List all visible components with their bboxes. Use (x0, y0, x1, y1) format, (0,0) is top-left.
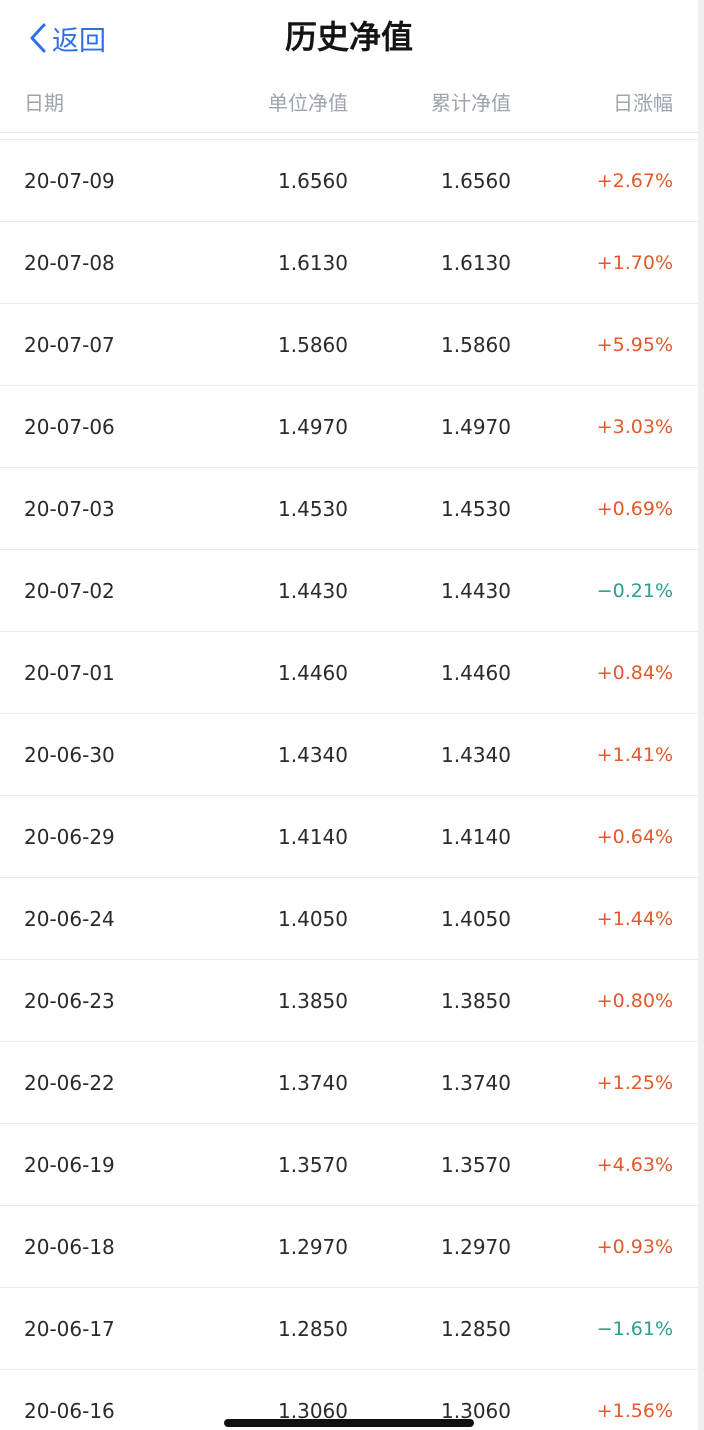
navbar: 返回 历史净值 (0, 0, 698, 74)
chevron-left-icon (28, 22, 48, 54)
row-daily-change: +5.95% (596, 334, 673, 356)
row-daily-change: +0.64% (596, 826, 673, 848)
row-date: 20-06-23 (24, 989, 115, 1013)
row-unit-nav: 1.4140 (278, 825, 348, 849)
row-unit-nav: 1.2970 (278, 1235, 348, 1259)
table-row[interactable]: 20-07-08 1.6130 1.6130 +1.70% (0, 222, 698, 304)
row-acc-nav: 1.3740 (441, 1071, 511, 1095)
row-date: 20-06-19 (24, 1153, 115, 1177)
nav-table-body: 20-07-09 1.6560 1.6560 +2.67% 20-07-08 1.6130… (0, 140, 698, 1430)
row-date: 20-06-24 (24, 907, 115, 931)
table-row[interactable]: 20-06-23 1.3850 1.3850 +0.80% (0, 960, 698, 1042)
back-button[interactable]: 返回 (28, 18, 106, 58)
row-daily-change: +0.80% (596, 990, 673, 1012)
table-row[interactable]: 20-07-06 1.4970 1.4970 +3.03% (0, 386, 698, 468)
row-date: 20-06-30 (24, 743, 115, 767)
table-row[interactable]: 20-06-30 1.4340 1.4340 +1.41% (0, 714, 698, 796)
row-date: 20-06-17 (24, 1317, 115, 1341)
row-acc-nav: 1.6130 (441, 251, 511, 275)
row-unit-nav: 1.2850 (278, 1317, 348, 1341)
row-date: 20-07-06 (24, 415, 115, 439)
row-daily-change: +0.93% (596, 1236, 673, 1258)
header-daily-change: 日涨幅 (613, 91, 673, 115)
row-unit-nav: 1.4340 (278, 743, 348, 767)
row-date: 20-07-07 (24, 333, 115, 357)
row-daily-change: +1.25% (596, 1072, 673, 1094)
row-unit-nav: 1.6560 (278, 169, 348, 193)
row-unit-nav: 1.3740 (278, 1071, 348, 1095)
row-acc-nav: 1.4430 (441, 579, 511, 603)
row-date: 20-06-22 (24, 1071, 115, 1095)
row-acc-nav: 1.4530 (441, 497, 511, 521)
row-unit-nav: 1.4430 (278, 579, 348, 603)
row-unit-nav: 1.6130 (278, 251, 348, 275)
row-daily-change: +1.70% (596, 252, 673, 274)
row-date: 20-07-09 (24, 169, 115, 193)
row-acc-nav: 1.2850 (441, 1317, 511, 1341)
header-acc-nav: 累计净值 (431, 91, 511, 115)
table-row[interactable]: 20-06-24 1.4050 1.4050 +1.44% (0, 878, 698, 960)
table-row[interactable]: 20-07-09 1.6560 1.6560 +2.67% (0, 140, 698, 222)
table-row[interactable]: 20-06-17 1.2850 1.2850 −1.61% (0, 1288, 698, 1370)
row-acc-nav: 1.6560 (441, 169, 511, 193)
row-daily-change: −1.61% (596, 1318, 673, 1340)
table-row[interactable]: 20-06-18 1.2970 1.2970 +0.93% (0, 1206, 698, 1288)
row-unit-nav: 1.4460 (278, 661, 348, 685)
row-date: 20-06-29 (24, 825, 115, 849)
row-acc-nav: 1.4970 (441, 415, 511, 439)
row-acc-nav: 1.4140 (441, 825, 511, 849)
row-daily-change: +1.44% (596, 908, 673, 930)
row-unit-nav: 1.3850 (278, 989, 348, 1013)
scroll-edge (698, 0, 704, 1430)
row-date: 20-06-16 (24, 1399, 115, 1423)
row-daily-change: +1.41% (596, 744, 673, 766)
table-row[interactable]: 20-06-29 1.4140 1.4140 +0.64% (0, 796, 698, 878)
row-acc-nav: 1.4340 (441, 743, 511, 767)
row-acc-nav: 1.3570 (441, 1153, 511, 1177)
table-row[interactable]: 20-07-07 1.5860 1.5860 +5.95% (0, 304, 698, 386)
row-unit-nav: 1.3570 (278, 1153, 348, 1177)
table-row[interactable]: 20-07-02 1.4430 1.4430 −0.21% (0, 550, 698, 632)
header-unit-nav: 单位净值 (268, 91, 348, 115)
page-title: 历史净值 (284, 18, 413, 56)
back-label: 返回 (52, 25, 106, 57)
row-acc-nav: 1.4050 (441, 907, 511, 931)
table-row[interactable]: 20-07-01 1.4460 1.4460 +0.84% (0, 632, 698, 714)
row-daily-change: +0.84% (596, 662, 673, 684)
row-daily-change: +0.69% (596, 498, 673, 520)
row-date: 20-07-08 (24, 251, 115, 275)
row-acc-nav: 1.3850 (441, 989, 511, 1013)
row-acc-nav: 1.5860 (441, 333, 511, 357)
row-unit-nav: 1.4530 (278, 497, 348, 521)
row-daily-change: +4.63% (596, 1154, 673, 1176)
row-unit-nav: 1.4050 (278, 907, 348, 931)
row-date: 20-07-03 (24, 497, 115, 521)
row-daily-change: +2.67% (596, 170, 673, 192)
row-daily-change: +3.03% (596, 416, 673, 438)
table-row[interactable]: 20-06-22 1.3740 1.3740 +1.25% (0, 1042, 698, 1124)
row-acc-nav: 1.4460 (441, 661, 511, 685)
home-indicator[interactable] (224, 1419, 474, 1427)
table-row[interactable]: 20-06-19 1.3570 1.3570 +4.63% (0, 1124, 698, 1206)
header-date: 日期 (24, 91, 64, 115)
row-daily-change: +1.56% (596, 1400, 673, 1422)
header-divider (0, 139, 698, 140)
row-acc-nav: 1.2970 (441, 1235, 511, 1259)
table-header: 日期 单位净值 累计净值 日涨幅 (0, 74, 698, 133)
row-unit-nav: 1.4970 (278, 415, 348, 439)
row-daily-change: −0.21% (596, 580, 673, 602)
row-date: 20-06-18 (24, 1235, 115, 1259)
table-row[interactable]: 20-07-03 1.4530 1.4530 +0.69% (0, 468, 698, 550)
row-unit-nav: 1.5860 (278, 333, 348, 357)
row-date: 20-07-02 (24, 579, 115, 603)
row-date: 20-07-01 (24, 661, 115, 685)
